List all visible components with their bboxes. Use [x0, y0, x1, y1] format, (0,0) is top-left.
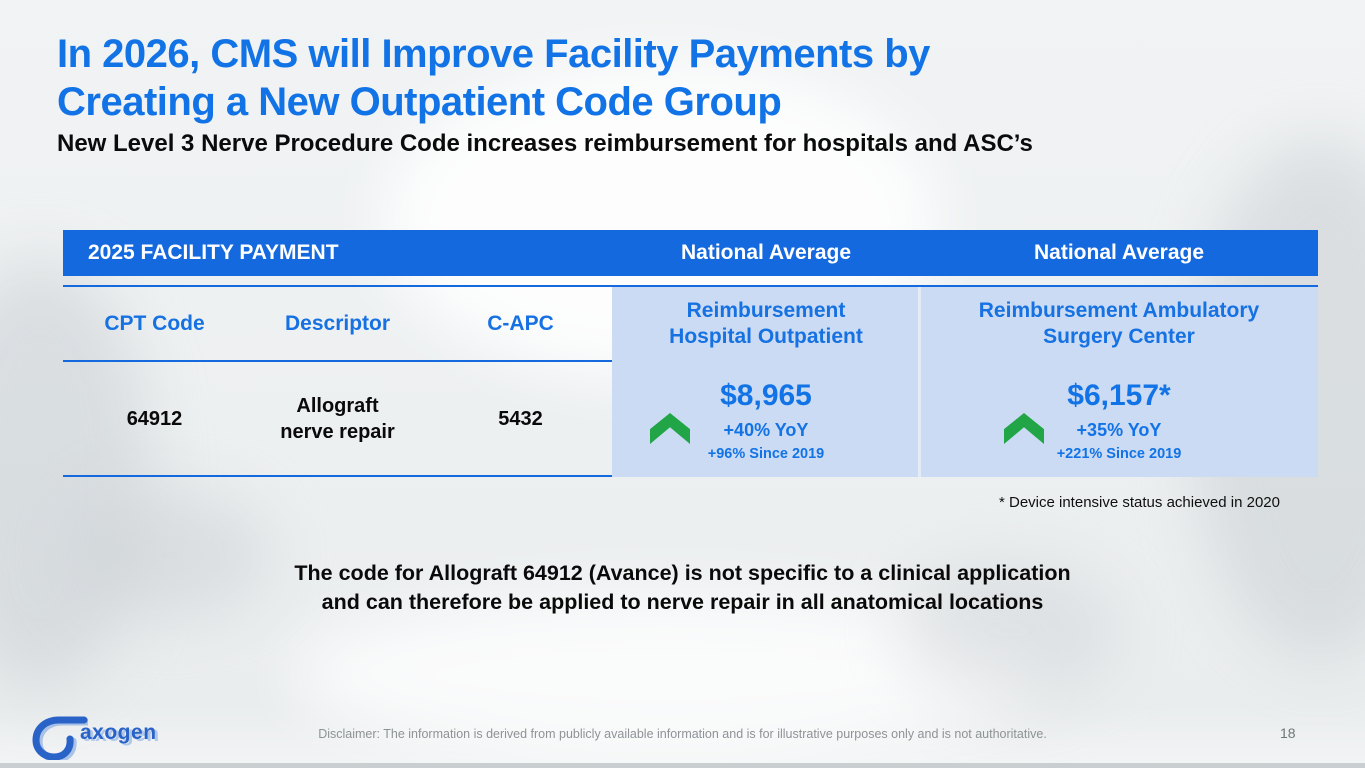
cell-cpt-code: 64912 — [126, 407, 183, 430]
table-banner-title: 2025 FACILITY PAYMENT — [88, 241, 339, 264]
banner-gap — [63, 276, 1318, 285]
page-title-line-1: In 2026, CMS will Improve Facility Payme… — [57, 32, 930, 76]
table-top-rule — [63, 285, 1318, 287]
column-header-row: CPT Code Descriptor C-APC Reimbursement … — [63, 287, 1318, 360]
cell-descriptor: Allograft nerve repair — [246, 393, 429, 445]
hospital-yoy: +40% YoY — [723, 420, 809, 440]
hospital-since-2019: +96% Since 2019 — [707, 446, 825, 462]
key-message: The code for Allograft 64912 (Avance) is… — [0, 559, 1365, 617]
background-blob — [70, 490, 270, 620]
column-header-cpt-code: CPT Code — [104, 311, 205, 335]
page-subtitle: New Level 3 Nerve Procedure Code increas… — [57, 130, 1033, 157]
chevron-up-icon — [650, 413, 690, 444]
asc-payment-cell: $6,157* +35% YoY +221% Since 2019 — [920, 362, 1318, 475]
table-row: 64912 Allograft nerve repair 5432 $8,965… — [63, 362, 1318, 475]
column-header-surgery-center: Reimbursement Ambulatory Surgery Center — [920, 298, 1318, 350]
facility-payment-table: 2025 FACILITY PAYMENT National Average N… — [63, 230, 1318, 477]
device-intensive-footnote: * Device intensive status achieved in 20… — [998, 494, 1280, 511]
cell-descriptor-line-1: Allograft — [296, 394, 379, 417]
column-header-hospital-outpatient: Reimbursement Hospital Outpatient — [612, 298, 920, 350]
asc-yoy: +35% YoY — [1076, 420, 1162, 440]
chevron-up-icon — [1004, 413, 1044, 444]
column-header-c-apc: C-APC — [487, 311, 554, 335]
reimbursement-highlight-band — [612, 287, 1318, 477]
column-divider — [918, 287, 921, 477]
key-message-line-2: and can therefore be applied to nerve re… — [321, 590, 1044, 614]
asc-since-2019: +221% Since 2019 — [1056, 446, 1182, 462]
cell-descriptor-line-2: nerve repair — [280, 420, 395, 443]
column-header-asc-line-2: Surgery Center — [1043, 324, 1195, 348]
column-header-hospital-line-1: Reimbursement — [686, 298, 846, 322]
table-body: CPT Code Descriptor C-APC Reimbursement … — [63, 287, 1318, 477]
cell-c-apc: 5432 — [498, 407, 543, 430]
bottom-edge-strip — [0, 763, 1365, 768]
page-number: 18 — [1280, 725, 1296, 741]
background-blob — [900, 560, 1120, 700]
disclaimer-text: Disclaimer: The information is derived f… — [318, 727, 1047, 741]
axogen-logo: axogen — [28, 706, 157, 760]
column-header-hospital-line-2: Hospital Outpatient — [669, 324, 863, 348]
column-header-descriptor: Descriptor — [284, 311, 391, 335]
column-header-asc-line-1: Reimbursement Ambulatory — [978, 298, 1260, 322]
table-banner: 2025 FACILITY PAYMENT National Average N… — [63, 230, 1318, 276]
hospital-payment-cell: $8,965 +40% YoY +96% Since 2019 — [612, 362, 920, 475]
key-message-line-1: The code for Allograft 64912 (Avance) is… — [294, 561, 1071, 585]
national-average-asc-header: National Average — [1034, 241, 1204, 264]
asc-amount: $6,157* — [1067, 379, 1171, 412]
axogen-logo-glyph-icon — [32, 716, 88, 760]
page-title: In 2026, CMS will Improve Facility Payme… — [57, 30, 930, 126]
hospital-amount: $8,965 — [720, 379, 812, 412]
page-title-line-2: Creating a New Outpatient Code Group — [57, 80, 782, 124]
national-average-hospital-header: National Average — [681, 241, 851, 264]
axogen-logo-text: axogen — [80, 721, 157, 744]
